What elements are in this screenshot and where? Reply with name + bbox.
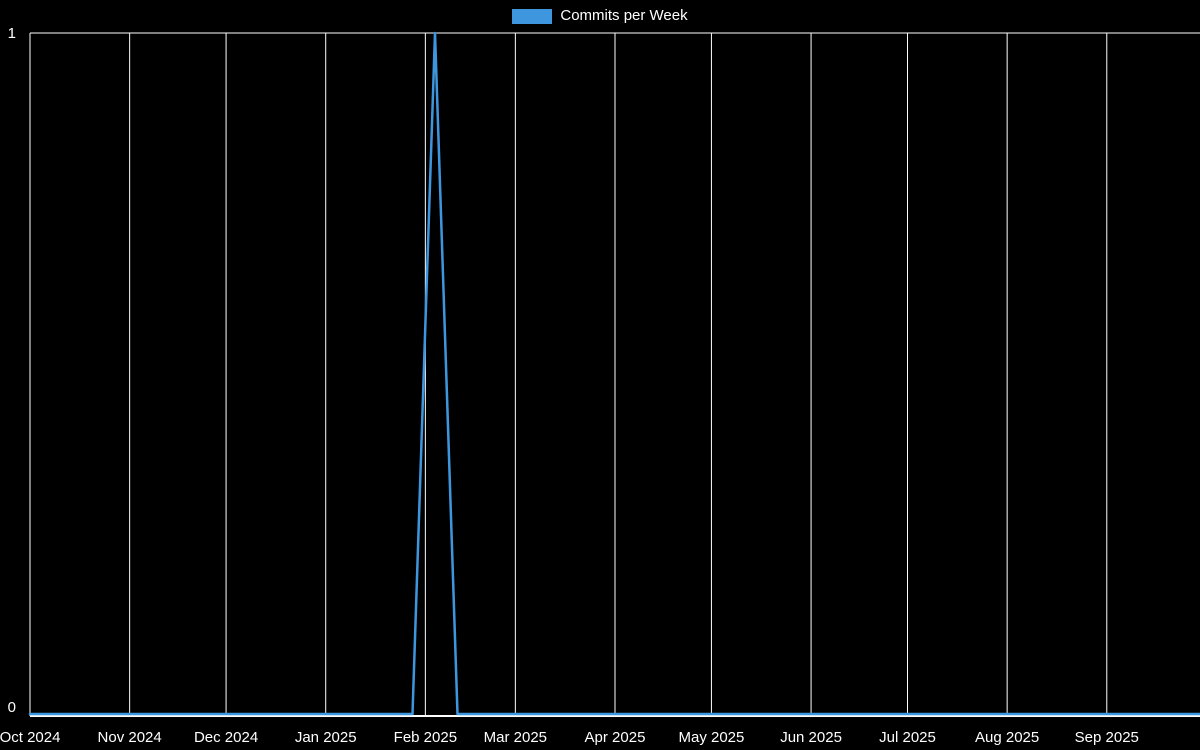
- x-axis-tick-label: Aug 2025: [975, 729, 1039, 746]
- x-axis-tick-label: Feb 2025: [394, 729, 457, 746]
- legend-item-commits-per-week[interactable]: Commits per Week: [512, 7, 688, 24]
- series-line-commits-per-week: [28, 31, 1200, 716]
- x-axis-tick-label: Oct 2024: [0, 729, 60, 746]
- legend-label: Commits per Week: [560, 7, 688, 24]
- legend-swatch: [512, 8, 553, 24]
- x-axis-tick-label: Mar 2025: [484, 729, 547, 746]
- x-axis-tick-label: May 2025: [678, 729, 744, 746]
- x-axis-tick-label: Jan 2025: [295, 729, 357, 746]
- x-axis-tick-label: Jul 2025: [879, 729, 936, 746]
- y-axis-tick-label: 0: [8, 699, 16, 716]
- x-axis-tick-label: Jun 2025: [780, 729, 842, 746]
- x-axis-tick-label: Dec 2024: [194, 729, 258, 746]
- y-axis-tick-label: 1: [8, 25, 16, 42]
- x-axis-tick-label: Apr 2025: [585, 729, 646, 746]
- x-axis-tick-label: Sep 2025: [1075, 729, 1139, 746]
- chart-legend: Commits per Week: [0, 8, 1200, 24]
- x-axis-tick-label: Nov 2024: [98, 729, 162, 746]
